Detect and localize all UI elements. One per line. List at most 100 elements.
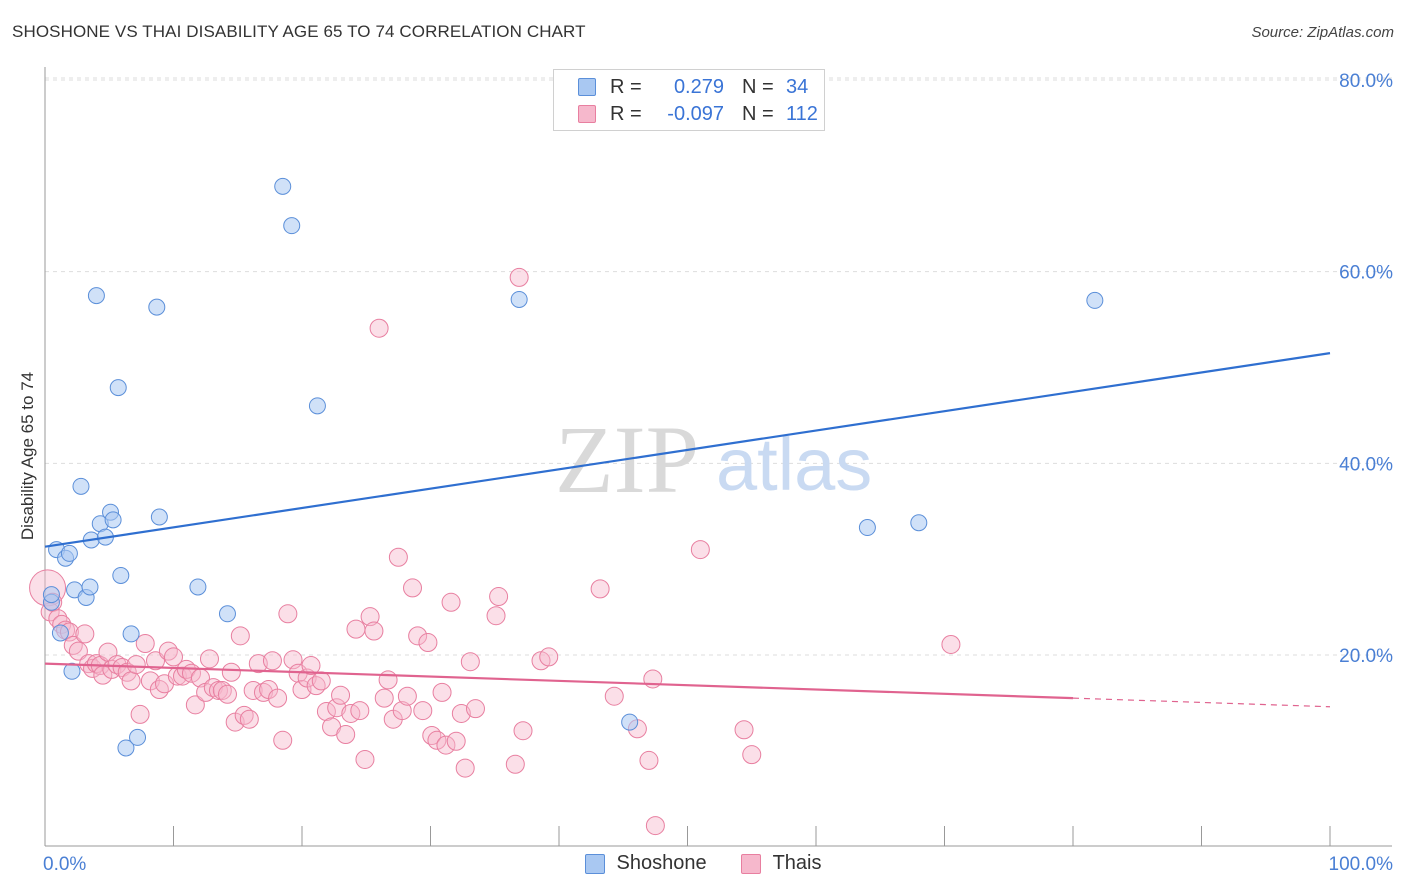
shoshone-point	[1086, 291, 1104, 309]
tick-labels: 20.0% 40.0% 60.0% 80.0% 0.0% 100.0%	[43, 71, 1393, 875]
n-label: N =	[742, 102, 774, 125]
shoshone-point	[621, 713, 639, 731]
thais-point	[690, 540, 710, 560]
thais-point	[239, 709, 259, 729]
thais-point	[185, 695, 205, 715]
thais-point	[149, 680, 169, 699]
thais-point	[645, 816, 665, 836]
thais-point	[403, 578, 423, 598]
y-tick-label: 20.0%	[1339, 646, 1393, 667]
chart-title: SHOSHONE VS THAI DISABILITY AGE 65 TO 74…	[12, 22, 586, 41]
thais-point	[346, 619, 366, 639]
thais-point	[199, 649, 219, 669]
thais-point	[135, 634, 155, 653]
thais-point	[316, 702, 336, 722]
thais-point	[262, 651, 282, 671]
legend-label-thais: Thais	[772, 852, 822, 874]
y-tick-label: 60.0%	[1339, 263, 1393, 284]
thais-point	[465, 699, 485, 719]
thais-point	[460, 652, 480, 672]
thais-point	[513, 721, 533, 741]
thais-point	[301, 656, 321, 676]
thais-point	[408, 626, 428, 646]
shoshone-point	[274, 177, 292, 195]
thais-points	[29, 267, 961, 836]
shoshone-point	[910, 514, 928, 532]
thais-point	[364, 621, 384, 641]
thais-point	[268, 688, 288, 708]
shoshone-point	[87, 287, 105, 305]
thais-trend-line	[44, 662, 1074, 700]
thais-point	[639, 750, 659, 770]
thais-point	[392, 701, 412, 721]
thais-point	[397, 686, 417, 706]
thais-point	[509, 267, 529, 287]
thais-point	[355, 749, 375, 769]
thais-point	[75, 624, 95, 644]
shoshone-point	[72, 477, 90, 495]
shoshone-swatch	[584, 853, 605, 874]
y-tick-label: 80.0%	[1339, 71, 1393, 92]
series-legend: Shoshone Thais	[0, 852, 1406, 875]
thais-point	[378, 670, 398, 690]
thais-trend-extension	[1072, 697, 1331, 708]
thais-point	[146, 651, 166, 671]
thais-point	[590, 579, 610, 599]
thais-point	[369, 318, 389, 338]
thais-point	[446, 731, 466, 751]
shoshone-points	[42, 177, 1104, 757]
thais-point	[418, 633, 438, 653]
thais-point	[107, 655, 127, 675]
thais-point	[248, 654, 268, 674]
thais-swatch	[578, 105, 596, 123]
thais-point	[388, 547, 408, 567]
r-label: R =	[610, 102, 642, 125]
shoshone-point	[218, 605, 236, 623]
thais-point	[212, 680, 232, 700]
thais-point	[68, 641, 88, 661]
shoshone-point	[858, 519, 876, 537]
y-axis-label: Disability Age 65 to 74	[18, 372, 37, 540]
thais-point	[432, 682, 452, 702]
thais-point	[230, 626, 250, 646]
legend-row-thais: R = -0.097 N = 112	[578, 101, 818, 127]
shoshone-trend-line	[44, 352, 1331, 548]
thais-point	[742, 745, 762, 765]
r-label: R =	[610, 75, 642, 98]
thais-point	[126, 655, 146, 675]
thais-point	[413, 701, 433, 721]
legend-label-shoshone: Shoshone	[616, 852, 707, 874]
grid-lines	[45, 77, 1392, 656]
shoshone-point	[81, 578, 99, 596]
thais-point	[331, 685, 351, 705]
thais-point	[164, 647, 183, 667]
shoshone-point	[122, 625, 140, 643]
thais-point	[292, 680, 312, 699]
n-value: 34	[786, 75, 809, 98]
thais-point	[941, 634, 961, 654]
legend-item-shoshone[interactable]: Shoshone	[584, 852, 707, 875]
legend-item-thais[interactable]: Thais	[740, 852, 822, 875]
shoshone-point	[117, 739, 135, 757]
shoshone-point	[42, 586, 60, 604]
shoshone-point	[112, 566, 130, 584]
n-value: 112	[786, 102, 818, 125]
thais-point	[253, 682, 273, 702]
thais-point	[539, 647, 559, 667]
shoshone-point	[63, 662, 81, 680]
thais-point	[273, 730, 293, 750]
thais-point	[489, 587, 509, 607]
r-value: -0.097	[667, 102, 724, 125]
shoshone-point	[104, 511, 122, 529]
shoshone-point	[308, 397, 326, 415]
thais-point	[130, 704, 150, 724]
shoshone-point	[150, 508, 168, 526]
x-tick-label: 100.0%	[1329, 854, 1394, 875]
thais-point	[505, 754, 525, 774]
watermark: ZIP atlas	[555, 406, 872, 513]
thais-point	[327, 698, 347, 718]
n-label: N =	[742, 75, 774, 98]
thais-point	[336, 725, 356, 745]
axes	[44, 67, 1392, 847]
shoshone-point	[51, 624, 69, 642]
